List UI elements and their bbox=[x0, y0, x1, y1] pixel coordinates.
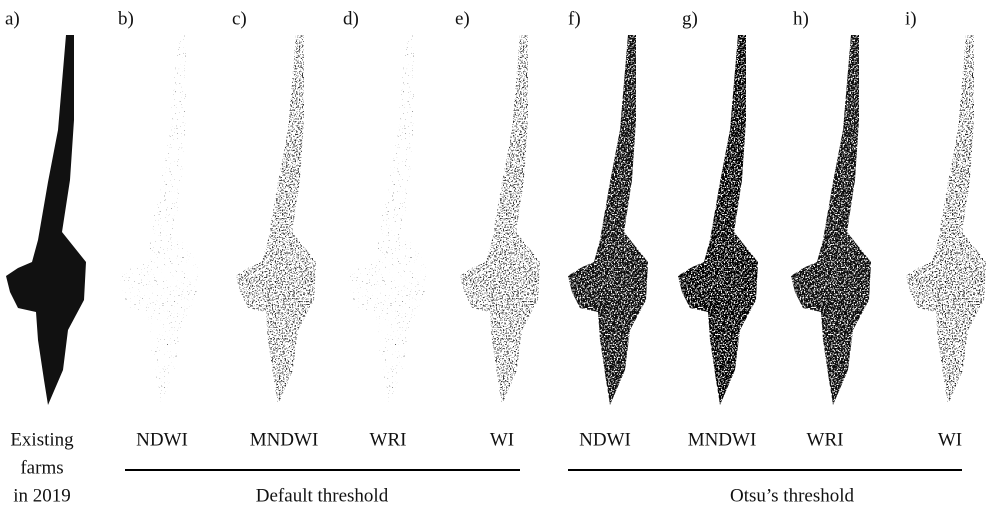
panel-letter: f) bbox=[568, 8, 581, 29]
water-map bbox=[460, 35, 540, 405]
water-map bbox=[568, 35, 648, 405]
panel-letter: a) bbox=[5, 8, 20, 29]
water-map bbox=[236, 35, 316, 405]
panel-letter: h) bbox=[793, 8, 809, 29]
panel-letter: g) bbox=[682, 8, 698, 29]
panel-letter: e) bbox=[455, 8, 470, 29]
panel-label: in 2019 bbox=[13, 485, 71, 506]
panel-label: NDWI bbox=[579, 429, 631, 450]
group-label: Otsu’s threshold bbox=[730, 485, 855, 506]
water-map bbox=[346, 35, 426, 405]
panel-label: MNDWI bbox=[250, 429, 319, 450]
panel-label: MNDWI bbox=[688, 429, 757, 450]
water-map bbox=[906, 35, 986, 405]
group-label: Default threshold bbox=[256, 485, 389, 506]
farm-map bbox=[6, 35, 86, 405]
water-map bbox=[118, 35, 198, 405]
panel-letter: c) bbox=[232, 8, 247, 29]
panel-label: WI bbox=[938, 429, 962, 450]
map-panels bbox=[6, 35, 986, 405]
water-map bbox=[678, 35, 758, 405]
panel-label: WI bbox=[490, 429, 514, 450]
panel-label: WRI bbox=[807, 429, 844, 450]
panel-letter: d) bbox=[343, 8, 359, 29]
panel-label: NDWI bbox=[136, 429, 188, 450]
water-map bbox=[791, 35, 871, 405]
panel-label: Existing bbox=[10, 429, 74, 450]
panel-letter: b) bbox=[118, 8, 134, 29]
panel-label: farms bbox=[20, 457, 63, 478]
panel-label: WRI bbox=[370, 429, 407, 450]
panel-letter: i) bbox=[905, 8, 917, 29]
